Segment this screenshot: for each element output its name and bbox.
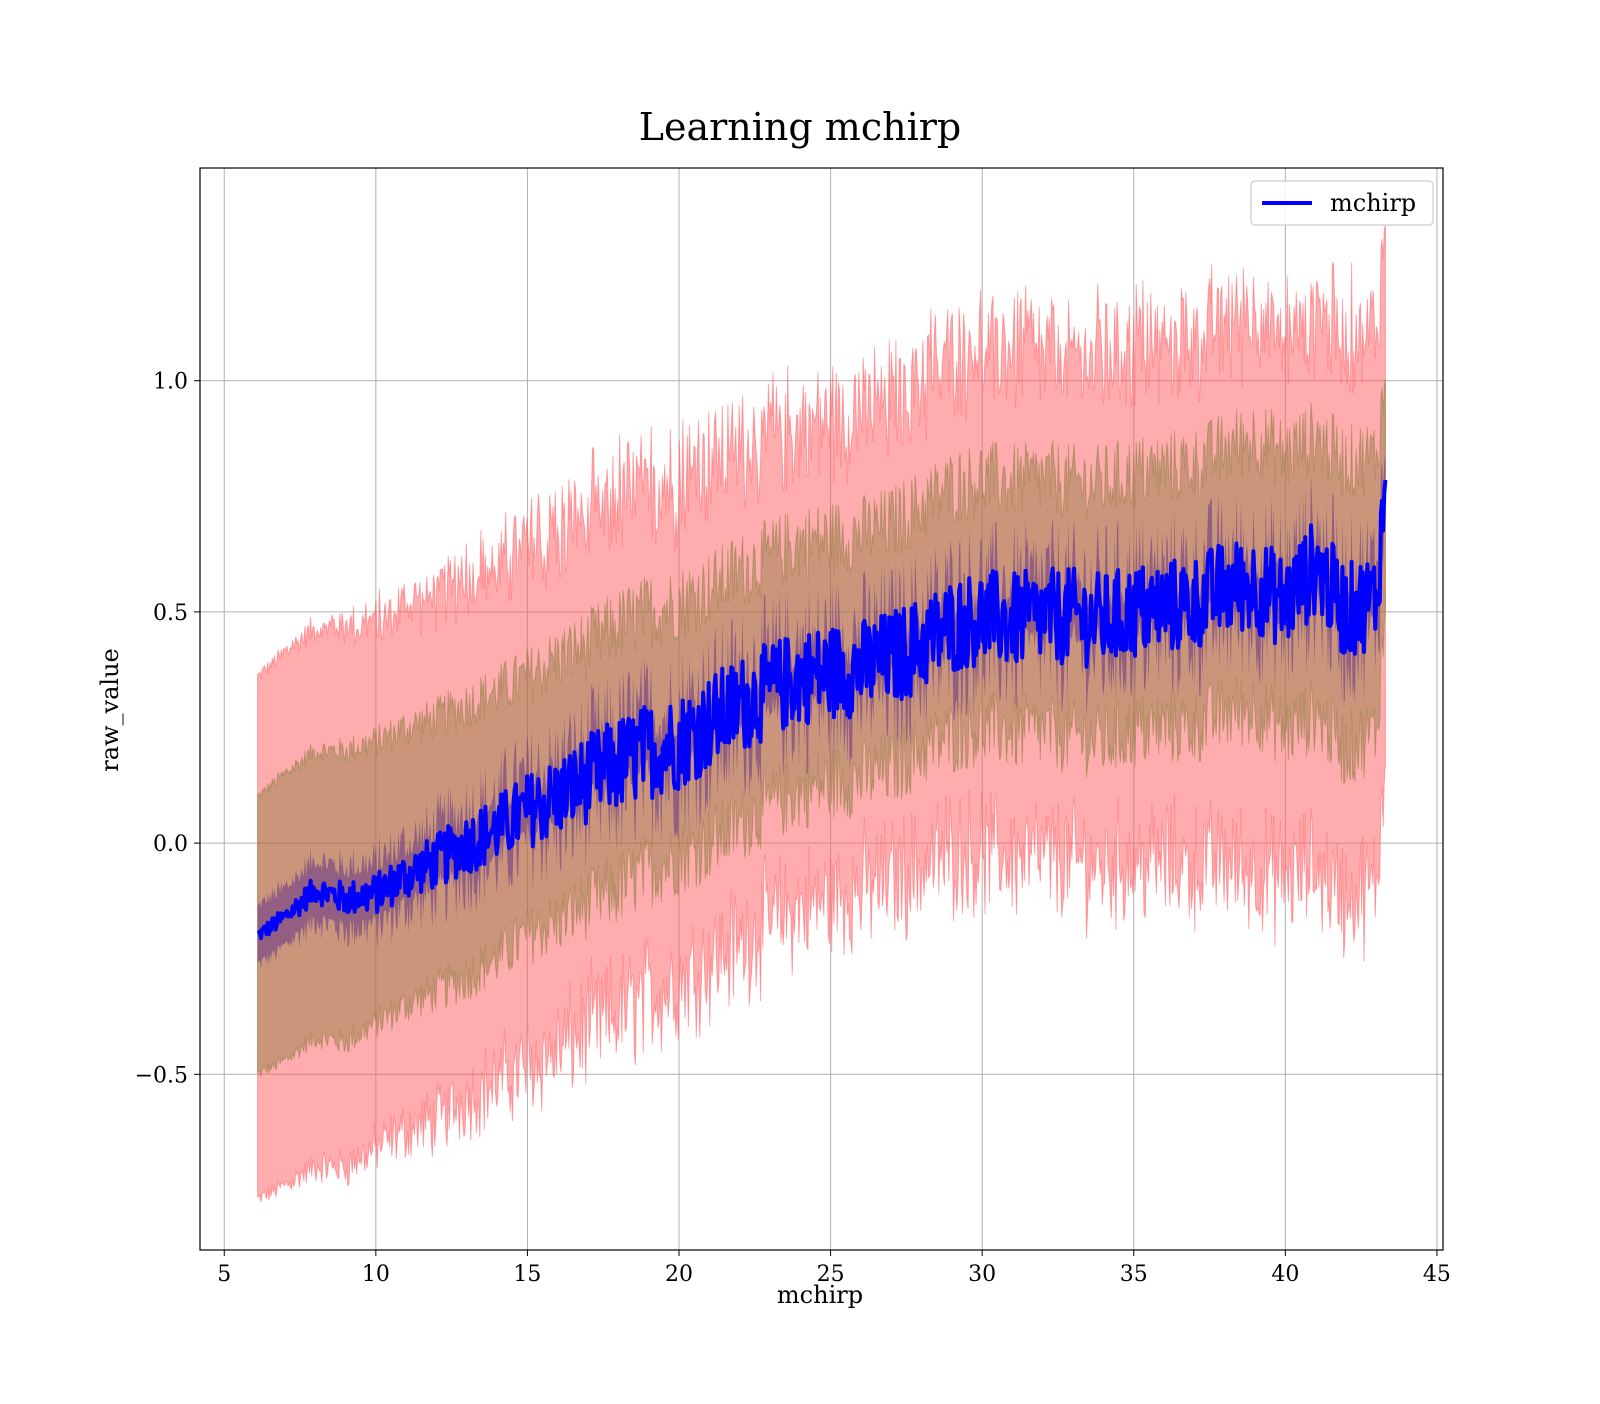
band-1sigma <box>257 378 1386 1077</box>
axis-ticks: 5 10 15 20 25 30 35 40 45 −0.5 0.0 0.5 1.0 <box>135 370 1451 1287</box>
uncertainty-bands <box>257 224 1386 1203</box>
legend-box <box>1250 180 1434 226</box>
y-axis-label: raw_value <box>96 648 124 772</box>
y-tick-label: 1.0 <box>153 370 188 395</box>
series-line-mchirp <box>256 479 1388 941</box>
x-tick-label: 30 <box>968 1262 996 1287</box>
x-tick-label: 25 <box>817 1262 845 1287</box>
y-tick-label: −0.5 <box>135 1063 188 1088</box>
x-tick-label: 15 <box>513 1262 541 1287</box>
chart-title: Learning mchirp <box>639 105 961 149</box>
y-tick-label: 0.0 <box>153 832 188 857</box>
x-tick-label: 20 <box>665 1262 693 1287</box>
x-tick-label: 5 <box>217 1262 231 1287</box>
x-tick-label: 40 <box>1271 1262 1299 1287</box>
band-inner <box>257 450 1386 969</box>
x-tick-label: 10 <box>362 1262 390 1287</box>
plot-frame <box>199 167 1444 1251</box>
x-tick-label: 45 <box>1423 1262 1451 1287</box>
x-axis-label: mchirp <box>777 1281 863 1309</box>
x-tick-label: 35 <box>1120 1262 1148 1287</box>
y-tick-label: 0.5 <box>153 601 188 626</box>
legend: mchirp <box>1250 180 1434 226</box>
legend-label: mchirp <box>1330 189 1416 217</box>
series-lines <box>256 479 1388 941</box>
